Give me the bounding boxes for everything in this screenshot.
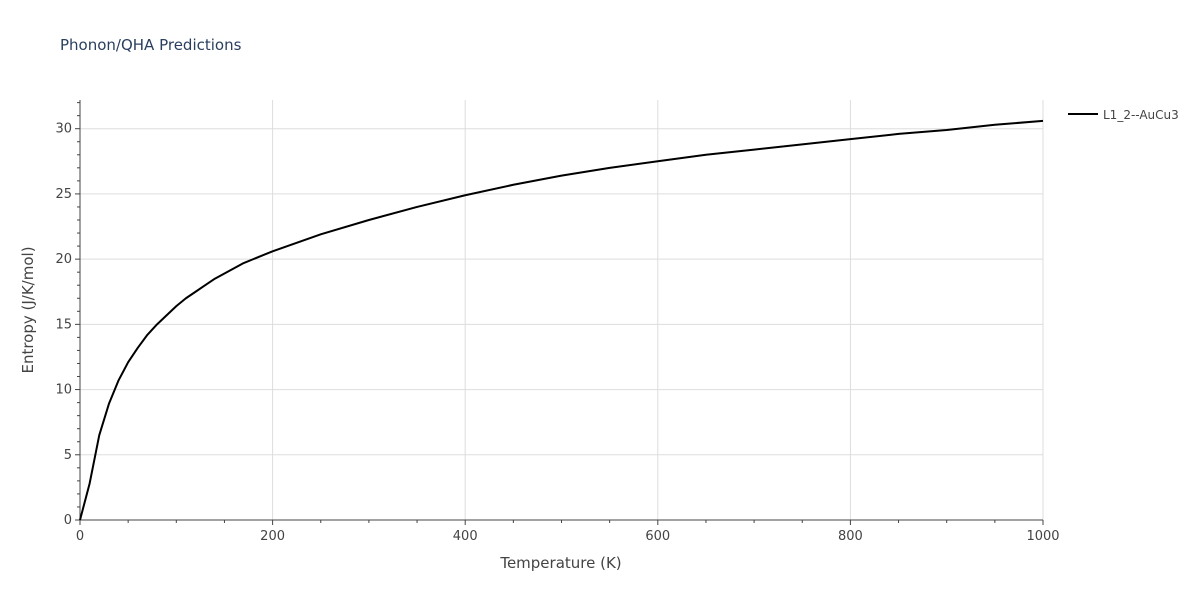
x-tick-label: 0 [76, 529, 84, 544]
legend: L1_2--AuCu3 [1068, 108, 1179, 122]
chart-title: Phonon/QHA Predictions [60, 36, 242, 54]
x-tick-label: 200 [260, 529, 285, 544]
y-tick-label: 0 [64, 513, 72, 528]
axes [75, 100, 1044, 525]
x-tick-label: 400 [453, 529, 478, 544]
series-lines [79, 119, 1044, 521]
tick-labels: 0 5 10 15 20 25 30 0 200 400 600 800 1000 [55, 122, 1059, 544]
y-tick-label: 5 [64, 448, 72, 463]
y-axis-title: Entropy (J/K/mol) [19, 246, 37, 373]
grid [80, 100, 1044, 520]
y-tick-label: 20 [55, 252, 72, 267]
x-tick-label: 800 [838, 529, 863, 544]
y-tick-label: 25 [55, 187, 72, 202]
y-tick-label: 30 [55, 122, 72, 137]
legend-label: L1_2--AuCu3 [1103, 108, 1179, 122]
series-line [79, 119, 1044, 521]
x-tick-label: 1000 [1026, 529, 1059, 544]
y-tick-label: 10 [55, 383, 72, 398]
x-tick-label: 600 [645, 529, 670, 544]
x-axis-title: Temperature (K) [499, 554, 621, 572]
y-tick-label: 15 [55, 317, 72, 332]
